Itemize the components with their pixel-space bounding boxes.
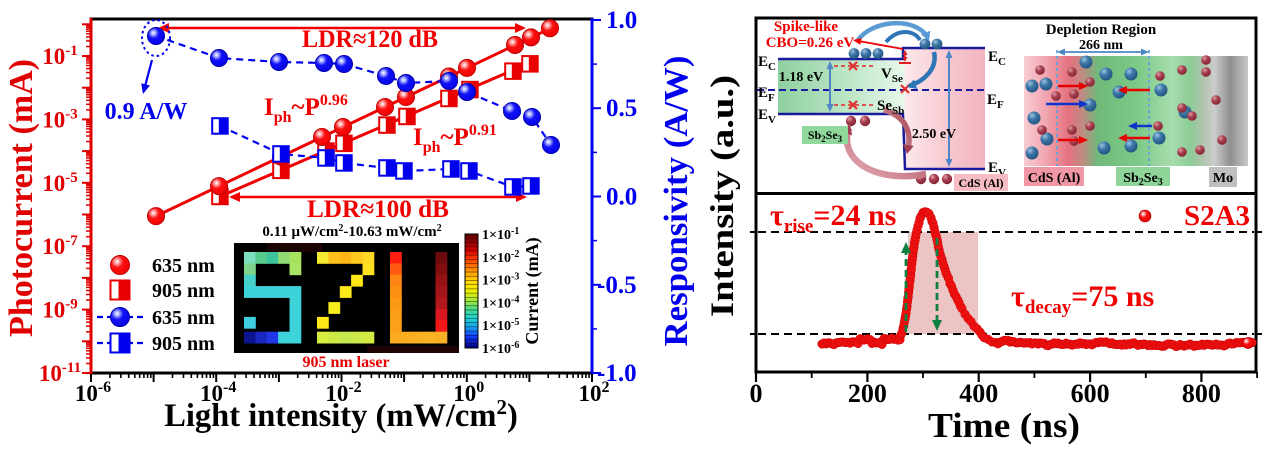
svg-text:0: 0 bbox=[750, 379, 763, 408]
svg-text:1×10-6: 1×10-6 bbox=[482, 340, 519, 357]
svg-text:LDR≈100 dB: LDR≈100 dB bbox=[307, 196, 449, 223]
svg-text:1×10-3: 1×10-3 bbox=[482, 272, 519, 289]
svg-text:Photocurrent (mA): Photocurrent (mA) bbox=[3, 59, 40, 337]
svg-text:10-9: 10-9 bbox=[42, 297, 78, 323]
svg-text:10-5: 10-5 bbox=[42, 170, 78, 196]
svg-text:-1.0: -1.0 bbox=[597, 360, 637, 387]
svg-text:0.0: 0.0 bbox=[606, 184, 637, 211]
svg-text:905 nm laser: 905 nm laser bbox=[302, 354, 389, 371]
svg-text:1×10-5: 1×10-5 bbox=[482, 317, 519, 334]
svg-text:τdecay=75 ns: τdecay=75 ns bbox=[1011, 280, 1154, 318]
svg-text:Intensity (a.u.): Intensity (a.u.) bbox=[705, 75, 741, 317]
svg-text:Spike-like: Spike-like bbox=[774, 19, 839, 35]
svg-text:0.5: 0.5 bbox=[606, 95, 637, 122]
svg-text:905 nm: 905 nm bbox=[152, 333, 215, 355]
svg-text:1×10-1: 1×10-1 bbox=[482, 226, 519, 243]
svg-text:Mo: Mo bbox=[1213, 171, 1233, 186]
svg-text:635 nm: 635 nm bbox=[152, 307, 215, 329]
svg-text:CdS (Al): CdS (Al) bbox=[958, 176, 1003, 190]
svg-text:400: 400 bbox=[959, 379, 998, 408]
svg-text:1×10-2: 1×10-2 bbox=[482, 249, 519, 266]
svg-text:Responsivity (A/W): Responsivity (A/W) bbox=[658, 56, 695, 347]
svg-text:905 nm: 905 nm bbox=[152, 280, 215, 302]
svg-text:Depletion Region: Depletion Region bbox=[1046, 22, 1157, 38]
svg-text:2.50 eV: 2.50 eV bbox=[912, 127, 956, 142]
svg-text:LDR≈120 dB: LDR≈120 dB bbox=[302, 26, 438, 53]
svg-text:Sb2Se3: Sb2Se3 bbox=[1123, 171, 1163, 188]
svg-text:200: 200 bbox=[848, 379, 887, 408]
svg-text:CBO=0.26 eV: CBO=0.26 eV bbox=[766, 35, 855, 51]
svg-text:CdS (Al): CdS (Al) bbox=[1028, 171, 1081, 186]
svg-text:0.11 μW/cm2-10.63 mW/cm2: 0.11 μW/cm2-10.63 mW/cm2 bbox=[262, 223, 441, 240]
svg-text:600: 600 bbox=[1071, 379, 1110, 408]
svg-text:Time (ns): Time (ns) bbox=[928, 406, 1080, 445]
svg-text:1.18 eV: 1.18 eV bbox=[779, 70, 823, 85]
svg-text:1.0: 1.0 bbox=[606, 7, 637, 34]
svg-text:1×10-4: 1×10-4 bbox=[482, 294, 519, 311]
svg-text:Current (mA): Current (mA) bbox=[522, 237, 543, 344]
svg-text:0.9 A/W: 0.9 A/W bbox=[105, 99, 188, 125]
svg-text:10-7: 10-7 bbox=[42, 233, 78, 259]
svg-text:Light intensity (mW/cm2): Light intensity (mW/cm2) bbox=[164, 395, 518, 434]
svg-text:-0.5: -0.5 bbox=[597, 272, 637, 299]
svg-text:Sb2Se3: Sb2Se3 bbox=[808, 128, 843, 144]
svg-text:635 nm: 635 nm bbox=[152, 255, 215, 277]
svg-text:266 nm: 266 nm bbox=[1079, 38, 1123, 53]
svg-text:800: 800 bbox=[1182, 379, 1221, 408]
svg-text:10-4: 10-4 bbox=[200, 379, 236, 406]
svg-text:S2A3: S2A3 bbox=[1184, 200, 1250, 232]
